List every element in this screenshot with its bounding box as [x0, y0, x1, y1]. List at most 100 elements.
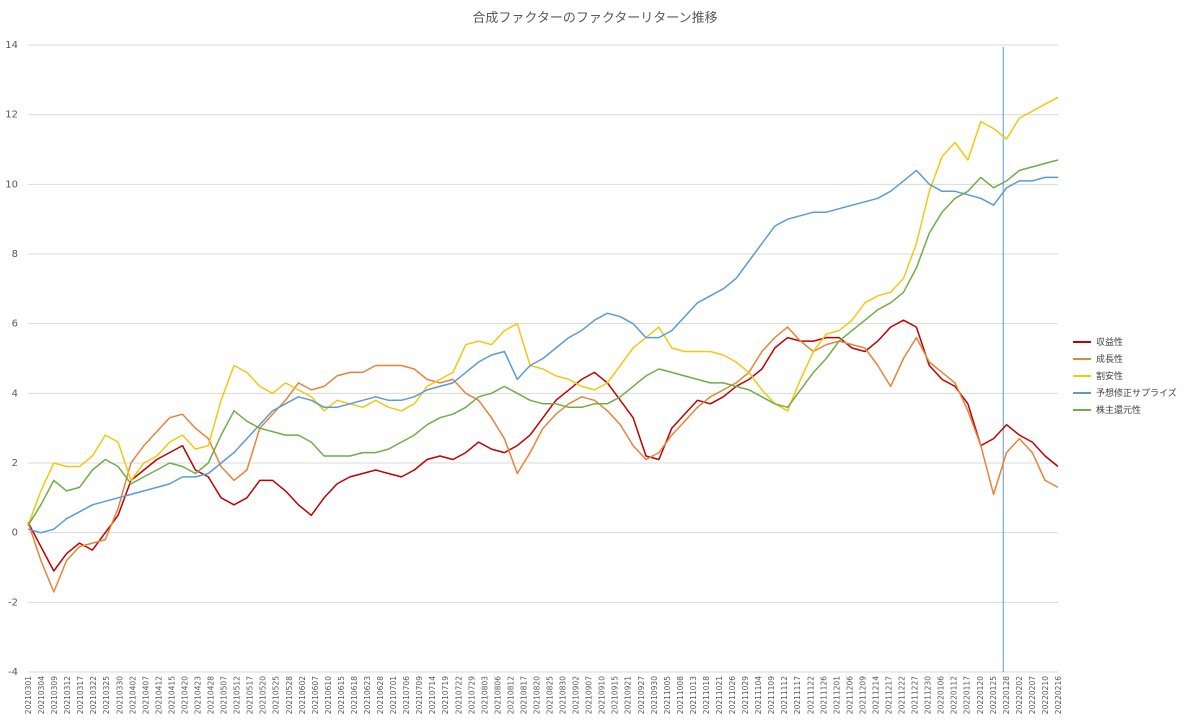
x-tick-label: 20210623 — [363, 676, 372, 714]
series-line-3 — [27, 169, 1058, 534]
x-tick-label: 20210322 — [89, 676, 98, 714]
x-tick-label: 20210420 — [180, 676, 189, 714]
x-tick-label: 20210325 — [102, 676, 111, 714]
legend-label: 成長性 — [1096, 353, 1123, 365]
x-tick-label: 20210907 — [585, 676, 594, 714]
x-tick-label: 20210820 — [532, 676, 541, 714]
x-tick-label: 20211122 — [806, 676, 815, 714]
x-tick-label: 20210428 — [207, 676, 216, 714]
y-tick-label: 8 — [12, 249, 18, 260]
chart-title: 合成ファクターのファクターリターン推移 — [472, 11, 717, 26]
series-line-0 — [27, 319, 1059, 572]
legend-label: 予想修正サプライズ — [1096, 387, 1177, 399]
y-tick-label: 4 — [12, 388, 18, 399]
x-axis-ticks: 20210301 20210304 20210309 20210312 20210317… — [24, 676, 1063, 714]
x-tick-label: 20220210 — [1041, 676, 1050, 714]
x-tick-label: 20211214 — [871, 676, 880, 714]
x-tick-label: 20220207 — [1028, 676, 1037, 714]
x-tick-label: 20211021 — [715, 676, 724, 714]
x-tick-label: 20220112 — [950, 676, 959, 714]
y-tick-label: -4 — [8, 667, 18, 678]
y-tick-label: -2 — [8, 597, 18, 608]
x-tick-label: 20210520 — [259, 676, 268, 714]
x-tick-label: 20211217 — [885, 676, 894, 714]
x-tick-label: 20211026 — [728, 676, 737, 714]
x-tick-label: 20220202 — [1015, 676, 1024, 714]
x-tick-label: 20210412 — [154, 676, 163, 714]
x-tick-label: 20211104 — [754, 676, 763, 714]
legend-label: 割安性 — [1096, 370, 1123, 382]
x-tick-label: 20210817 — [519, 676, 528, 714]
x-tick-label: 20210607 — [311, 676, 320, 714]
y-tick-label: 12 — [5, 110, 18, 121]
x-tick-label: 20211126 — [819, 676, 828, 714]
series-line-4 — [27, 159, 1059, 527]
x-tick-label: 20210615 — [337, 676, 346, 714]
x-tick-label: 20211117 — [793, 676, 802, 714]
x-tick-label: 20210902 — [572, 676, 581, 714]
gridlines — [28, 44, 1058, 673]
legend-label: 収益性 — [1096, 336, 1123, 348]
x-tick-label: 20210709 — [415, 676, 424, 714]
x-tick-label: 20210706 — [402, 676, 411, 714]
y-axis-ticks: -4 -2 0 2 4 6 8 10 12 14 — [5, 40, 18, 678]
x-tick-label: 20211029 — [741, 676, 750, 714]
x-tick-label: 20211013 — [689, 676, 698, 714]
x-tick-label: 20210301 — [24, 676, 33, 714]
x-tick-label: 20211227 — [911, 676, 920, 714]
x-tick-label: 20211008 — [676, 676, 685, 714]
x-tick-label: 20210915 — [611, 676, 620, 714]
x-tick-label: 20210722 — [454, 676, 463, 714]
series-lines — [27, 96, 1059, 593]
x-tick-label: 20210407 — [141, 676, 150, 714]
x-tick-label: 20210330 — [115, 676, 124, 714]
x-tick-label: 20210729 — [467, 676, 476, 714]
x-tick-label: 20210910 — [598, 676, 607, 714]
x-tick-label: 20210312 — [63, 676, 72, 714]
legend-label: 株主還元性 — [1096, 404, 1141, 416]
x-tick-label: 20210701 — [389, 676, 398, 714]
x-tick-label: 20211206 — [845, 676, 854, 714]
x-tick-label: 20210304 — [37, 676, 46, 714]
x-tick-label: 20210602 — [298, 676, 307, 714]
series-line-2 — [27, 96, 1059, 526]
x-tick-label: 20210812 — [506, 676, 515, 714]
x-tick-label: 20211005 — [663, 676, 672, 714]
x-tick-label: 20210714 — [428, 676, 437, 714]
x-tick-label: 20211201 — [832, 676, 841, 714]
x-tick-label: 20211112 — [780, 676, 789, 714]
x-tick-label: 20210507 — [220, 676, 229, 714]
y-tick-label: 2 — [12, 458, 18, 469]
x-tick-label: 20210415 — [167, 676, 176, 714]
x-tick-label: 20220120 — [976, 676, 985, 714]
x-tick-label: 20210825 — [546, 676, 555, 714]
x-tick-label: 20210517 — [246, 676, 255, 714]
x-tick-label: 20210618 — [350, 676, 359, 714]
x-tick-label: 20210719 — [441, 676, 450, 714]
x-tick-label: 20210921 — [624, 676, 633, 714]
x-tick-label: 20210830 — [559, 676, 568, 714]
x-tick-label: 20210512 — [233, 676, 242, 714]
x-tick-label: 20220128 — [1002, 676, 1011, 714]
x-tick-label: 20211222 — [898, 676, 907, 714]
x-tick-label: 20211109 — [767, 676, 776, 714]
x-tick-label: 20220216 — [1054, 676, 1063, 714]
x-tick-label: 20210628 — [376, 676, 385, 714]
x-tick-label: 20210930 — [650, 676, 659, 714]
x-tick-label: 20210803 — [480, 676, 489, 714]
x-tick-label: 20210806 — [493, 676, 502, 714]
x-tick-label: 20210317 — [76, 676, 85, 714]
y-tick-label: 14 — [5, 40, 18, 51]
x-tick-label: 20210927 — [637, 676, 646, 714]
y-tick-label: 6 — [12, 319, 18, 330]
x-tick-label: 20220117 — [963, 676, 972, 714]
x-tick-label: 20210402 — [128, 676, 137, 714]
x-tick-label: 20220106 — [937, 676, 946, 714]
x-tick-label: 20211230 — [924, 676, 933, 714]
series-line-1 — [27, 326, 1059, 593]
x-tick-label: 20210528 — [285, 676, 294, 714]
x-tick-label: 20210525 — [272, 676, 281, 714]
